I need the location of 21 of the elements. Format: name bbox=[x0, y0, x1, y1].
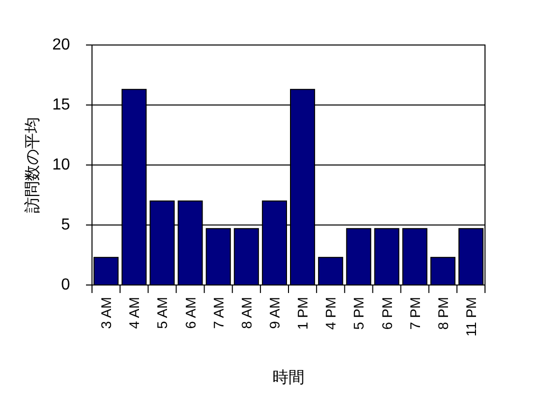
y-tick-label: 15 bbox=[52, 96, 70, 114]
x-tick-label: 3 AM bbox=[98, 297, 114, 329]
x-tick-label: 4 AM bbox=[126, 297, 142, 329]
x-tick-label: 1 PM bbox=[294, 297, 311, 330]
x-tick-label: 5 PM bbox=[350, 297, 367, 330]
y-tick-label: 0 bbox=[61, 276, 70, 294]
x-tick-label: 8 PM bbox=[434, 297, 451, 330]
x-axis-title: 時間 bbox=[272, 368, 304, 386]
x-tick-label: 7 AM bbox=[210, 297, 226, 329]
x-tick-label: 5 AM bbox=[154, 297, 170, 329]
x-tick-label: 9 AM bbox=[266, 297, 282, 329]
y-tick-label: 5 bbox=[61, 216, 70, 234]
x-tick-label: 6 PM bbox=[378, 297, 395, 330]
x-tick-label: 8 AM bbox=[238, 297, 254, 329]
x-tick-label: 4 PM bbox=[322, 297, 339, 330]
y-tick-label: 10 bbox=[52, 156, 70, 174]
y-tick-label: 20 bbox=[52, 36, 70, 54]
x-tick-label: 7 PM bbox=[406, 297, 423, 330]
x-tick-label: 11 PM bbox=[462, 297, 479, 336]
y-axis-title: 訪問数の平均 bbox=[24, 117, 42, 213]
x-tick-label: 6 AM bbox=[182, 297, 198, 329]
